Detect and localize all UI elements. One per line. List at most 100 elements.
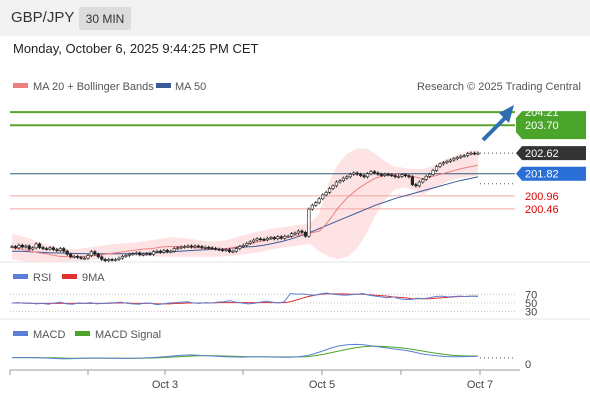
candle-body [324,192,328,196]
candle-body [352,172,356,175]
candle-body [327,188,332,193]
candle-body [403,174,408,177]
timestamp: Monday, October 6, 2025 9:44:25 PM CET [13,41,259,56]
level-label-200.46: 200.46 [525,204,559,216]
level-label-201.82: 201.82 [525,169,559,181]
candle-body [58,248,62,251]
candle-body [138,252,142,256]
candle-body [238,246,242,249]
candle-body [179,246,183,249]
candle-body [27,245,31,250]
level-label-200.96: 200.96 [525,191,559,203]
rsi-legend-swatch [13,274,28,279]
macd-legend-label: MACD [33,329,65,341]
candle-body [89,251,93,256]
candle-body [69,253,73,258]
candle-body [169,250,173,253]
candle-body [255,238,259,241]
candle-body [113,259,118,261]
rsi-ma-line [12,293,478,305]
candle-body [245,243,249,246]
candle-body [262,238,266,241]
candle-body [31,247,35,250]
candle-body [248,241,252,244]
ma20-line [11,164,479,258]
candle-body [289,233,294,237]
candle-body [176,247,180,250]
arrow-head [499,105,514,123]
candle-body [96,253,100,258]
credit-text: Research © 2025 Trading Central [417,81,581,93]
candle-body [296,230,301,234]
candle-body [476,152,480,155]
candle-body [148,253,152,256]
candle-body [13,246,18,249]
candle-body [41,247,45,249]
candle-body [300,230,304,233]
candle-body [338,180,342,183]
candle-body [193,245,197,248]
candle-body [48,247,52,250]
candle-body [359,173,363,176]
candle-body [200,246,204,248]
header-bar: GBP/JPY 30 MIN [0,0,590,36]
candle-body [165,250,169,252]
candle-body [210,247,214,250]
candle-body [103,259,107,262]
candle-body [82,257,87,260]
macd-legend-swatch [13,331,28,336]
rsi-legend-label: RSI [33,272,51,284]
candle-body [220,249,225,251]
candle-body [424,176,428,180]
candle-body [400,174,404,177]
candlesticks [10,151,480,263]
candle-body [145,253,149,256]
bollinger-band-area [12,148,478,263]
candle-body [20,244,24,248]
candle-body [397,176,401,178]
moving-averages [11,164,479,258]
candle-body [265,237,270,241]
candle-body [65,250,69,255]
rsi-line [11,292,479,306]
arrow-shaft [481,116,507,142]
candle-body [372,171,377,174]
candle-body [10,246,14,248]
candle-body [355,172,359,175]
candle-body [75,256,80,258]
macd-panel: 0 [12,343,531,371]
candle-body [51,247,56,250]
x-tick-label: Oct 7 [467,379,493,391]
candle-body [410,176,415,185]
rsi-level-label: 50 [525,298,537,310]
candle-body [72,256,76,258]
candle-body [345,176,349,179]
candle-body [462,155,466,157]
candle-body [331,185,335,189]
candle-body [55,249,59,251]
candle-body [217,248,221,251]
candle-body [227,249,232,252]
candle-body [86,255,90,259]
candle-body [452,158,456,161]
currency-pair: GBP/JPY [11,9,75,26]
candle-body [34,243,38,249]
timeframe-button[interactable]: 30 MIN [79,7,131,30]
level-label-202.62: 202.62 [525,148,559,160]
candle-body [93,251,97,255]
candle-body [252,239,256,243]
candle-body [365,173,370,178]
candle-body [448,159,452,162]
bollinger-bands [12,148,478,263]
candle-body [38,243,42,248]
candle-body [376,172,380,175]
ma50-legend-label: MA 50 [175,81,206,93]
candle-body [120,256,125,259]
candle-body [127,253,131,256]
candle-body [421,179,425,183]
candle-body [317,198,321,203]
candle-body [224,249,228,251]
candle-body [417,181,421,187]
